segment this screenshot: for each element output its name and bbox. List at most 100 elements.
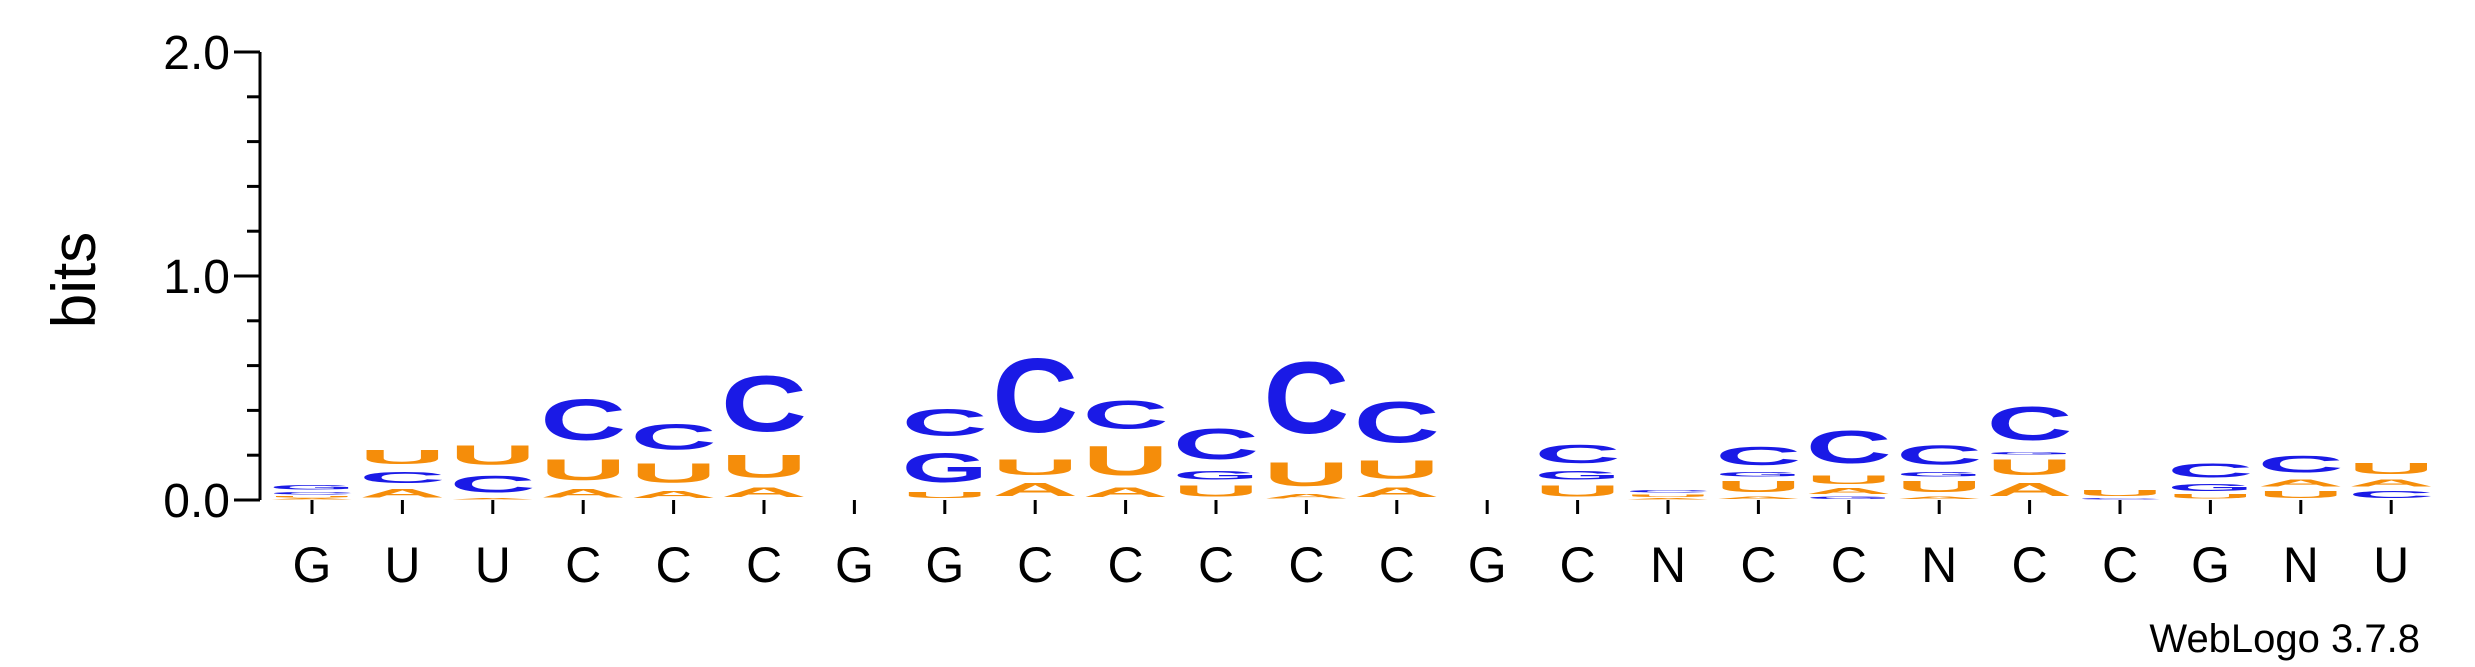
logo-letter-A: A — [450, 498, 536, 500]
x-tick-label: U — [384, 537, 420, 593]
logo-letter-U: U — [1896, 478, 1982, 496]
x-tick-label: G — [1468, 537, 1507, 593]
logo-letter-U: U — [1354, 455, 1440, 484]
logo-letter-C: C — [1715, 442, 1801, 471]
logo-stack-23: UAC — [2258, 451, 2344, 500]
logo-stack-13: AUC — [1354, 390, 1440, 500]
y-axis-label: bits — [40, 232, 109, 328]
x-tick-label: N — [2283, 537, 2319, 593]
x-tick-label: N — [1921, 537, 1957, 593]
logo-letter-U: U — [2077, 489, 2163, 498]
y-tick-label: 0.0 — [163, 475, 230, 528]
x-tick-label: C — [1831, 537, 1867, 593]
x-tick-label: C — [1017, 537, 1053, 593]
logo-letter-U: U — [1715, 478, 1801, 496]
logo-letter-A: A — [1354, 484, 1440, 500]
logo-stack-6: AUC — [721, 359, 807, 500]
logo-letter-A: A — [1896, 496, 1982, 500]
logo-letter-U: U — [2348, 460, 2434, 478]
logo-letter-C: C — [1987, 397, 2073, 450]
logo-letter-G: G — [902, 444, 988, 491]
logo-letter-A: A — [540, 486, 626, 499]
logo-letter-G: G — [1173, 469, 1259, 482]
logo-letter-A: A — [721, 484, 807, 500]
logo-letter-C: C — [992, 336, 1078, 454]
logo-letter-U: U — [2167, 493, 2253, 500]
logo-letter-C: C — [1806, 422, 1892, 473]
logo-letter-A: A — [1987, 480, 2073, 500]
logo-letter-U: U — [359, 446, 445, 468]
logo-letter-G: G — [1987, 451, 2073, 456]
logo-stack-24: CAU — [2348, 460, 2434, 500]
logo-letter-C: C — [2167, 460, 2253, 482]
logo-stack-22: UGC — [2167, 460, 2253, 500]
logo-letter-C: C — [2077, 498, 2163, 500]
logo-letter-G: G — [1806, 495, 1892, 500]
x-tick-label: G — [2191, 537, 2230, 593]
x-tick-label: U — [475, 537, 511, 593]
logo-letter-C: C — [269, 491, 355, 495]
logo-letter-U: U — [269, 496, 355, 498]
logo-stack-11: UGC — [1173, 420, 1259, 500]
logo-stack-4: AUC — [540, 388, 626, 500]
logo-letter-U: U — [1083, 437, 1169, 484]
logo-letter-U: U — [450, 440, 536, 471]
logo-stack-21: CU — [2077, 489, 2163, 500]
x-tick-label: C — [2102, 537, 2138, 593]
logo-letter-G: G — [1715, 471, 1801, 478]
logo-letter-A: A — [1806, 487, 1892, 496]
y-tick-label: 1.0 — [163, 251, 230, 304]
x-tick-label: G — [925, 537, 964, 593]
logo-letter-U: U — [1806, 473, 1892, 486]
logo-stack-12: AUC — [1263, 342, 1349, 500]
logo-letter-U: U — [2258, 489, 2344, 500]
logo-letter-C: C — [359, 469, 445, 487]
logo-letter-A: A — [2348, 478, 2434, 489]
logo-letter-A: A — [269, 498, 355, 500]
logo-letter-A: A — [2258, 478, 2344, 489]
x-tick-label: G — [293, 537, 332, 593]
logo-letter-U: U — [1625, 493, 1711, 497]
y-axis: 0.0 1.0 2.0 — [163, 27, 262, 528]
logo-letter-C: C — [450, 471, 536, 498]
logo-letter-U: U — [721, 449, 807, 485]
x-tick-label: C — [746, 537, 782, 593]
logo-letter-U: U — [1535, 482, 1621, 500]
x-tick-label: U — [2373, 537, 2409, 593]
x-tick-label: C — [1108, 537, 1144, 593]
logo-letter-A: A — [359, 486, 445, 499]
logo-letter-U: U — [1173, 482, 1259, 500]
logo-letter-C: C — [1625, 489, 1711, 493]
logo-stack-2: ACU — [359, 446, 445, 499]
logo-letter-C: C — [1263, 342, 1349, 455]
x-tick-label: C — [1288, 537, 1324, 593]
x-tick-label: C — [2012, 537, 2048, 593]
weblogo-credit: WebLogo 3.7.8 — [2149, 617, 2420, 661]
logo-letter-C: C — [1896, 440, 1982, 471]
logo-letter-C: C — [631, 417, 717, 458]
x-tick-label: C — [1560, 537, 1596, 593]
logo-letter-C: C — [902, 401, 988, 444]
logo-letter-C: C — [1173, 420, 1259, 469]
x-tick-label: C — [1740, 537, 1776, 593]
x-tick-label: C — [656, 537, 692, 593]
logo-letter-G: G — [2167, 482, 2253, 493]
x-tick-label: G — [835, 537, 874, 593]
logo-letter-G: G — [1896, 471, 1982, 478]
x-tick-label: N — [1650, 537, 1686, 593]
logo-letter-A: A — [1715, 496, 1801, 500]
logo-letter-C: C — [1535, 440, 1621, 469]
logo-letter-C: C — [2258, 451, 2344, 478]
logo-letter-A: A — [1625, 498, 1711, 500]
logo-letter-A: A — [992, 480, 1078, 500]
logo-letter-A: A — [1263, 493, 1349, 500]
logo-stack-15: UGC — [1535, 440, 1621, 500]
x-tick-label: C — [1198, 537, 1234, 593]
